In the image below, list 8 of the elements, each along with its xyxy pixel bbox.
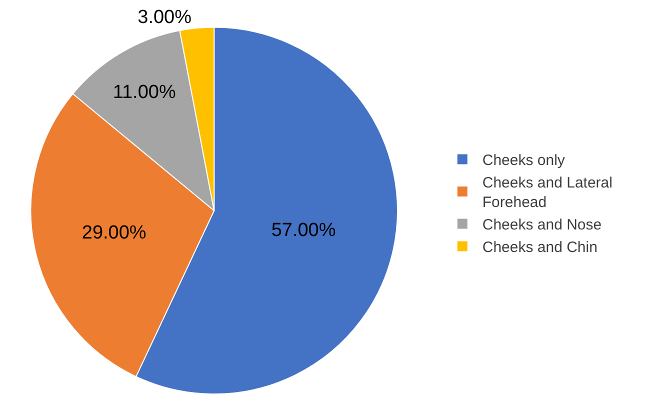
legend-label: Cheeks and Chin [482, 239, 598, 256]
data-label: 3.00% [138, 7, 192, 28]
data-label: 11.00% [112, 82, 176, 104]
data-label: 29.00% [82, 222, 146, 244]
legend-label: Cheeks only [482, 152, 566, 170]
legend-label: Cheeks and Lateral Forehead [482, 174, 612, 212]
legend-label: Cheeks and Nose [482, 216, 602, 234]
data-label: 57.00% [271, 220, 336, 242]
